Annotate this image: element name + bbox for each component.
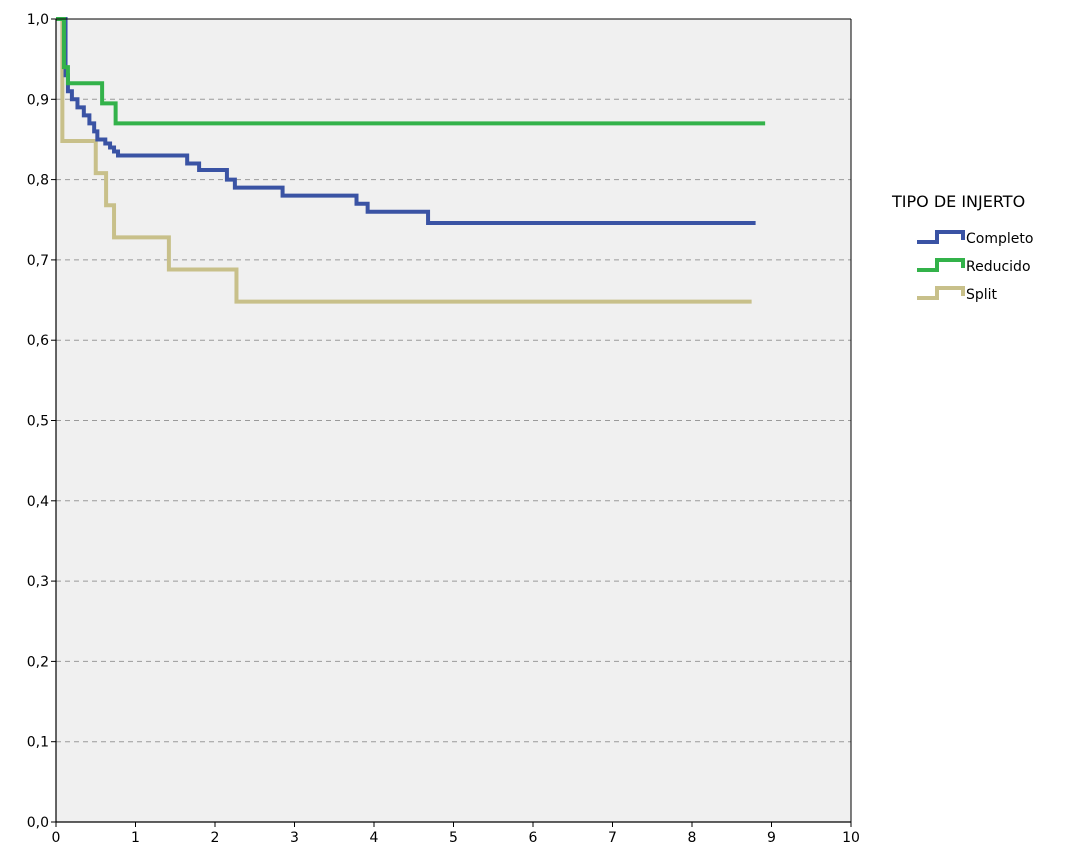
y-tick-label: 0,7 [27, 253, 49, 269]
x-tick-label: 4 [370, 830, 379, 846]
series-line-reducido [56, 17, 766, 126]
y-tick-label: 0,2 [27, 654, 49, 670]
legend-label: Split [966, 287, 998, 303]
legend-label: Completo [966, 231, 1033, 247]
x-tick-label: 5 [449, 830, 458, 846]
legend-label: Reducido [966, 259, 1031, 275]
legend: TIPO DE INJERTO Completo Reducido Split [891, 192, 1033, 303]
x-ticks: 0 1 2 3 4 5 6 7 8 9 10 [52, 822, 860, 846]
x-tick-label: 3 [290, 830, 299, 846]
x-tick-label: 8 [688, 830, 697, 846]
y-tick-label: 0,8 [27, 173, 49, 189]
legend-swatch-completo [917, 230, 965, 244]
legend-title: TIPO DE INJERTO [891, 192, 1025, 211]
legend-swatch-split [917, 286, 965, 300]
x-tick-label: 7 [608, 830, 617, 846]
x-tick-label: 6 [529, 830, 538, 846]
legend-items: Completo Reducido Split [917, 230, 1033, 303]
series-line-completo [56, 17, 756, 225]
x-tick-label: 2 [211, 830, 220, 846]
y-tick-label: 0,1 [27, 735, 49, 751]
y-tick-label: 0,0 [27, 815, 49, 831]
y-tick-label: 0,4 [27, 494, 49, 510]
grid [56, 98, 851, 743]
y-tick-label: 0,5 [27, 414, 49, 430]
y-tick-label: 0,6 [27, 333, 49, 349]
x-tick-label: 1 [131, 830, 140, 846]
y-tick-label: 0,9 [27, 92, 49, 108]
x-tick-label: 9 [767, 830, 776, 846]
x-tick-label: 10 [842, 830, 860, 846]
series-group [56, 17, 766, 304]
y-ticks: 0,0 0,1 0,2 0,3 0,4 0,5 0,6 0,7 0,8 0,9 1,0 [27, 12, 56, 831]
series-line-split [56, 17, 752, 304]
x-tick-label: 0 [52, 830, 61, 846]
y-tick-label: 0,3 [27, 574, 49, 590]
legend-swatch-reducido [917, 258, 965, 272]
y-tick-label: 1,0 [27, 12, 49, 28]
